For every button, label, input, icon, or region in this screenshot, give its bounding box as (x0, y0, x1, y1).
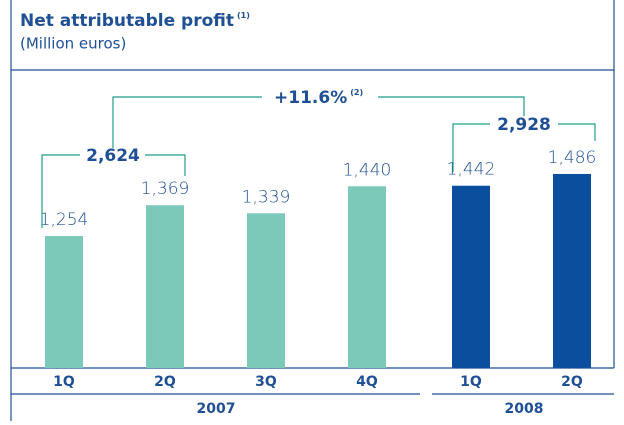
bar (452, 185, 490, 368)
x-tick-label: 2Q (561, 374, 583, 390)
value-label: 1,339 (242, 187, 291, 207)
annotation: 2,928 (497, 115, 551, 135)
group-label: 2007 (197, 401, 236, 417)
value-label: 1,369 (141, 179, 190, 199)
bar (45, 235, 83, 368)
x-tick-label: 1Q (460, 374, 482, 390)
x-tick-label: 2Q (154, 374, 176, 390)
annotation-note: (2) (350, 88, 363, 97)
x-tick-label: 4Q (356, 374, 378, 390)
bracket (378, 96, 525, 116)
annotation: +11.6% (2) (274, 88, 363, 109)
bar (348, 186, 386, 368)
x-tick-label: 3Q (255, 374, 277, 390)
annotation-text: +11.6% (274, 88, 347, 108)
chart-title: Net attributable profit (1) (20, 11, 250, 32)
annotation: 2,624 (86, 146, 140, 166)
bracket (558, 123, 596, 141)
group-label: 2008 (505, 401, 544, 417)
bar (146, 205, 184, 368)
chart-subtitle: (Million euros) (20, 35, 126, 53)
value-label: 1,254 (40, 210, 89, 230)
bracket (41, 154, 80, 228)
x-tick-label: 1Q (53, 374, 75, 390)
value-label: 1,440 (343, 160, 392, 180)
bracket (145, 154, 186, 176)
bracket (112, 96, 262, 148)
bar (553, 173, 591, 368)
bracket (452, 123, 490, 172)
bar (247, 213, 285, 368)
value-label: 1,486 (548, 148, 597, 168)
value-label: 1,442 (447, 160, 496, 180)
